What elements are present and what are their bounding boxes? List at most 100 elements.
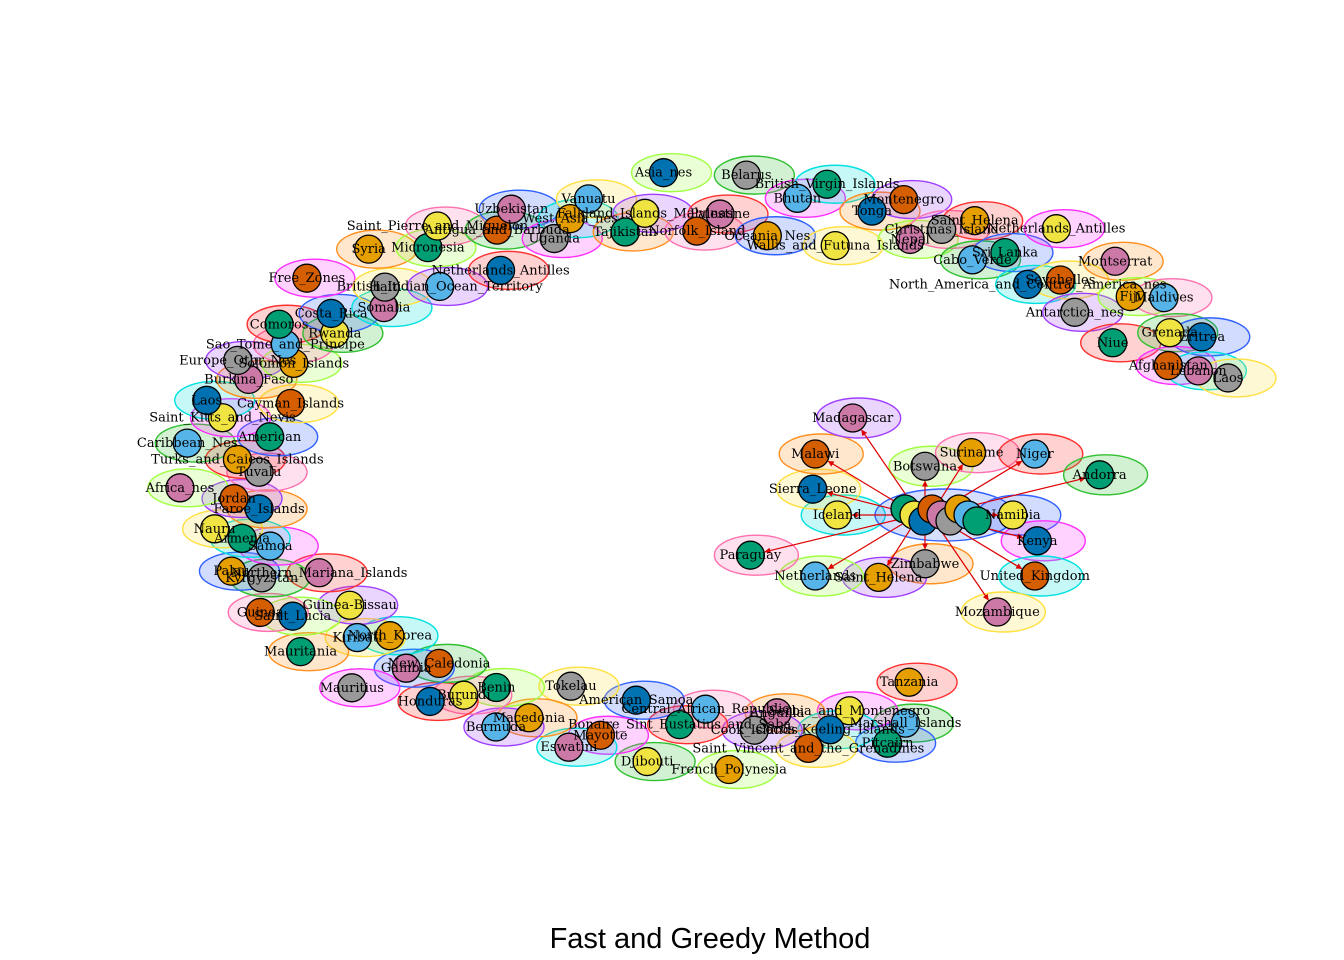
node-label: Tanzania (880, 675, 939, 690)
node-label: New_Caledonia (388, 656, 491, 671)
plot-title: Fast and Greedy Method (550, 923, 871, 955)
node-label: Andorra (1072, 468, 1127, 483)
node-label: Belarus (721, 168, 771, 183)
node-new-caledonia (424, 648, 454, 679)
node-label: Wallis_and_Futuna_Islands (747, 239, 924, 254)
node-palau (216, 556, 247, 586)
node-label: Botswana (893, 459, 958, 474)
node-label: United_Kingdom (980, 569, 1090, 584)
node-netherlands (800, 561, 830, 591)
node-label: Kyrgyzstan (225, 571, 299, 586)
node-label: Fiji (1120, 290, 1141, 305)
node-west-asia-nes (555, 203, 585, 234)
node-anguilla (762, 698, 792, 728)
node-bermuda (481, 712, 511, 742)
node-uzbekistan (496, 194, 526, 224)
node-madagascar (838, 403, 868, 433)
node-burundi (449, 680, 479, 710)
node-eritrea (1187, 322, 1217, 352)
node-laos (192, 385, 222, 415)
node-label: West_Asia_nes (522, 212, 618, 227)
node-uganda (539, 223, 569, 254)
node-label: Macedonia (493, 711, 566, 726)
node-label: Netherlands (774, 569, 856, 584)
node-montserrat (1100, 246, 1130, 276)
node-iceland (822, 500, 852, 530)
node-label: Mauritius (320, 681, 384, 696)
edge (935, 522, 989, 601)
node-marshall-islands (890, 708, 921, 738)
node-free-zones (292, 263, 322, 293)
node-netherlands-antilles (485, 255, 516, 286)
node-label: American (237, 430, 302, 445)
node-botswana (910, 451, 940, 481)
node-christmas-island (927, 214, 957, 245)
node-niger (1020, 439, 1050, 469)
node-label: Europe_Othr_Nes (179, 353, 296, 368)
node-honduras (415, 686, 445, 717)
node-label: Sri_Lanka (972, 246, 1038, 261)
node-antarctica-nes (1060, 297, 1090, 327)
node-label: Guinea (237, 605, 284, 620)
node-saint-helena (960, 206, 990, 236)
node-north-america-and-central-america-nes (1013, 269, 1043, 300)
node-label: Micronesia (391, 241, 465, 256)
node-kiribati (342, 622, 372, 653)
node-label: Suriname (940, 446, 1004, 461)
node-label: Eritrea (1178, 330, 1225, 345)
node-benin (481, 672, 512, 703)
node-label: Grenada (1141, 326, 1198, 341)
node-eswatini (554, 732, 584, 762)
nodes (165, 158, 1243, 785)
node-mayotte (585, 720, 616, 750)
node-serbia-and-montenegro (834, 696, 865, 726)
node-label: Bermuda (466, 720, 526, 735)
node-cabo-verde (957, 245, 988, 275)
node-label: North_Korea (348, 629, 433, 644)
node-asia-nes (648, 158, 679, 188)
node-northern-mariana-islands (304, 558, 334, 588)
node-label: Burkina_Faso (204, 372, 293, 387)
node-belarus (731, 160, 762, 190)
node-pitcairn (872, 728, 903, 758)
node-label: Iceland (813, 508, 862, 523)
node-label: Armenia (213, 531, 270, 546)
node-label: Mozambique (955, 605, 1040, 620)
node-label: Gambia (381, 661, 432, 676)
node-label: Africa_nes (145, 481, 215, 496)
node-namibia (998, 500, 1028, 530)
node-label: Cook_Islands (711, 723, 798, 738)
node-niue (1098, 328, 1128, 358)
node-label: Paraguay (720, 548, 782, 563)
node-label: Saint_Lucia (254, 609, 331, 624)
node-sierra-leone (798, 474, 828, 504)
node-label: Afghanistan (1128, 359, 1209, 374)
node-label: Honduras (398, 694, 463, 709)
node-british-virgin-islands (812, 169, 842, 199)
node-label: Sao_Tome_and_Principe (206, 337, 365, 352)
node-falkland-islands-malvinas (630, 198, 660, 228)
node-caribbean-nes (172, 428, 202, 458)
node-afghanistan (1153, 350, 1183, 381)
node-label: Bonaire_Sint_Eustatius_and_Saba (568, 718, 792, 733)
node-wallis-and-futuna-islands (820, 230, 850, 261)
node-africa-nes (165, 473, 195, 503)
node-macedonia (514, 703, 544, 733)
node-tuvalu (244, 457, 274, 487)
node-label: Norfolk_Island (648, 224, 745, 239)
node-label: Cocos_Keeling_Islands (755, 723, 904, 738)
node-label: Uzbekistan (474, 202, 549, 217)
edge (764, 516, 908, 554)
node-nepal (895, 224, 925, 255)
node-label: Caribbean_Nes (137, 436, 238, 451)
node-label: Madagascar (812, 411, 894, 426)
node-tajikistan (610, 217, 640, 247)
node-label: Saint_Kitts_and_Nevis (149, 411, 296, 426)
node-label: Comoros (250, 317, 309, 332)
node-label: Djibouti (621, 755, 674, 770)
node-label: Palau (213, 564, 249, 579)
node-guinea (245, 597, 275, 628)
node-label: Pitcairn (862, 736, 915, 751)
node-label: Maldives (1134, 291, 1193, 306)
node-label: Serbia_and_Montenegro (769, 704, 931, 719)
